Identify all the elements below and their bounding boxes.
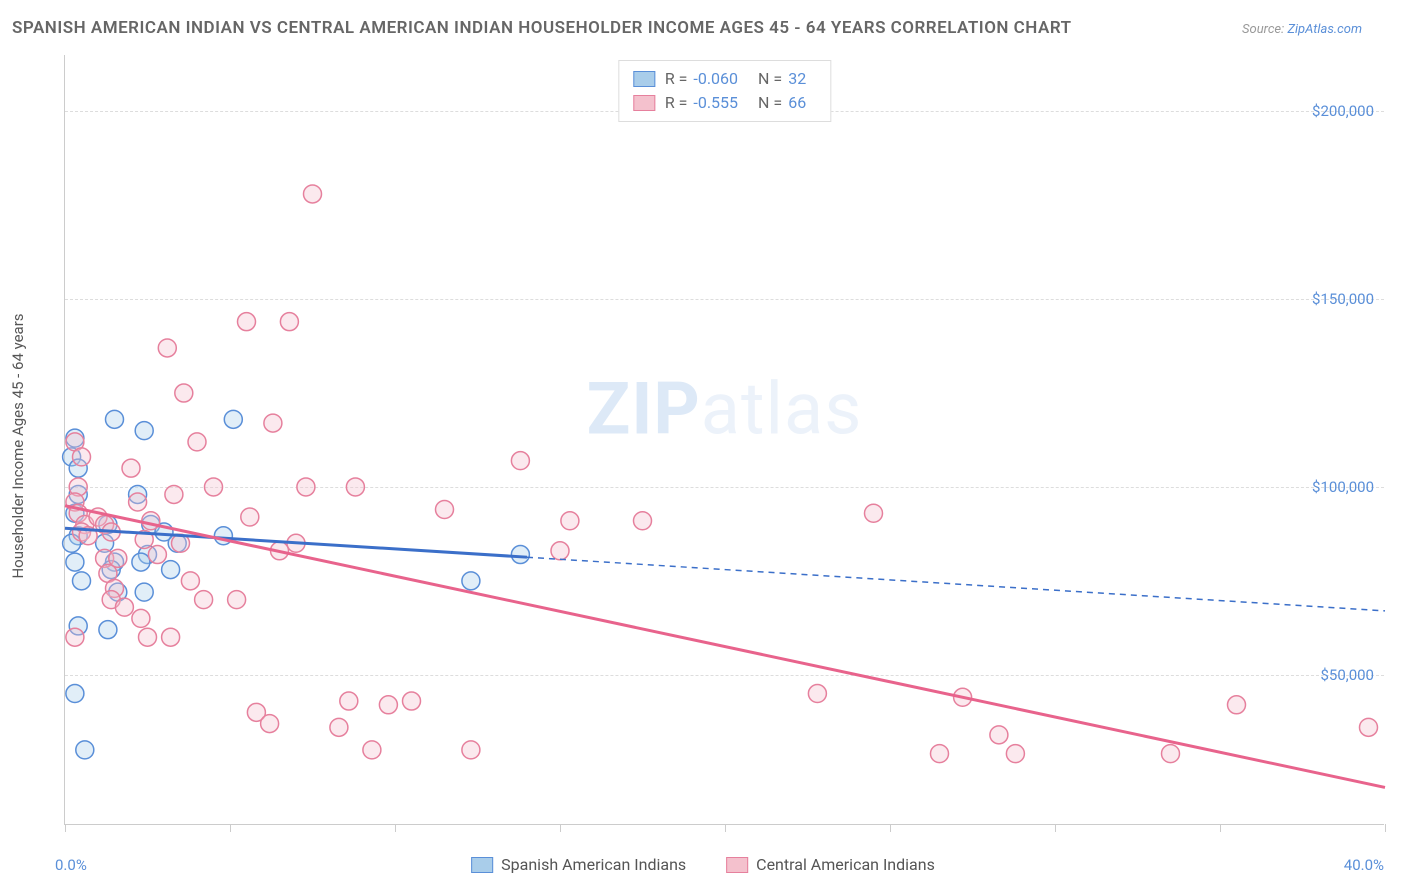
- data-point: [280, 313, 298, 331]
- data-point: [330, 718, 348, 736]
- correlation-chart: SPANISH AMERICAN INDIAN VS CENTRAL AMERI…: [0, 0, 1406, 892]
- data-point: [66, 553, 84, 571]
- data-point: [241, 508, 259, 526]
- data-point: [931, 745, 949, 763]
- series-legend: Spanish American Indians Central America…: [471, 855, 935, 874]
- data-point: [436, 500, 454, 518]
- swatch-series-2: [633, 95, 655, 111]
- data-point: [462, 741, 480, 759]
- data-point: [132, 609, 150, 627]
- data-point: [99, 621, 117, 639]
- data-point: [551, 542, 569, 560]
- data-point: [175, 384, 193, 402]
- n-label: N =: [758, 67, 782, 91]
- data-point: [304, 185, 322, 203]
- legend-item-1: Spanish American Indians: [471, 855, 686, 874]
- scatter-points: [63, 185, 1378, 763]
- stats-legend: R = -0.060 N = 32 R = -0.555 N = 66: [618, 60, 831, 122]
- data-point: [297, 478, 315, 496]
- source-prefix: Source:: [1242, 22, 1287, 37]
- data-point: [363, 741, 381, 759]
- data-point: [158, 339, 176, 357]
- r-value-2: -0.555: [693, 91, 738, 115]
- data-point: [634, 512, 652, 530]
- data-point: [106, 410, 124, 428]
- data-point: [340, 692, 358, 710]
- stats-row-2: R = -0.555 N = 66: [633, 91, 816, 115]
- data-point: [132, 553, 150, 571]
- data-point: [264, 414, 282, 432]
- data-point: [561, 512, 579, 530]
- data-point: [238, 313, 256, 331]
- data-point: [195, 591, 213, 609]
- legend-swatch-2: [726, 857, 748, 873]
- legend-label-1: Spanish American Indians: [501, 855, 686, 874]
- stats-row-1: R = -0.060 N = 32: [633, 67, 816, 91]
- trend-lines: [65, 506, 1385, 788]
- data-point: [188, 433, 206, 451]
- data-point: [511, 546, 529, 564]
- data-point: [228, 591, 246, 609]
- legend-item-2: Central American Indians: [726, 855, 935, 874]
- data-point: [808, 685, 826, 703]
- data-point: [224, 410, 242, 428]
- data-point: [346, 478, 364, 496]
- data-point: [990, 726, 1008, 744]
- scatter-svg: [65, 55, 1384, 824]
- data-point: [181, 572, 199, 590]
- r-label: R =: [665, 67, 688, 91]
- swatch-series-1: [633, 71, 655, 87]
- data-point: [1360, 718, 1378, 736]
- source-link[interactable]: ZipAtlas.com: [1287, 22, 1362, 37]
- data-point: [142, 512, 160, 530]
- y-tick-label: $150,000: [1312, 290, 1374, 308]
- data-point: [66, 628, 84, 646]
- legend-label-2: Central American Indians: [756, 855, 935, 874]
- y-tick-label: $100,000: [1312, 478, 1374, 496]
- y-tick-label: $50,000: [1320, 666, 1374, 684]
- data-point: [165, 485, 183, 503]
- legend-swatch-1: [471, 857, 493, 873]
- data-point: [511, 452, 529, 470]
- data-point: [205, 478, 223, 496]
- chart-title: SPANISH AMERICAN INDIAN VS CENTRAL AMERI…: [12, 18, 1072, 38]
- n-label: N =: [758, 91, 782, 115]
- r-label: R =: [665, 91, 688, 115]
- data-point: [403, 692, 421, 710]
- data-point: [162, 561, 180, 579]
- data-point: [462, 572, 480, 590]
- x-axis-max-label: 40.0%: [1344, 856, 1384, 874]
- data-point: [1162, 745, 1180, 763]
- n-value-1: 32: [788, 67, 806, 91]
- n-value-2: 66: [788, 91, 806, 115]
- data-point: [73, 448, 91, 466]
- trend-line: [65, 506, 1385, 788]
- y-tick-label: $200,000: [1312, 102, 1374, 120]
- data-point: [73, 572, 91, 590]
- trend-line-extrapolated: [527, 557, 1385, 611]
- data-point: [115, 598, 133, 616]
- y-axis-title: Householder Income Ages 45 - 64 years: [9, 313, 27, 578]
- data-point: [261, 715, 279, 733]
- data-point: [1006, 745, 1024, 763]
- data-point: [122, 459, 140, 477]
- x-axis-min-label: 0.0%: [55, 856, 87, 874]
- data-point: [135, 422, 153, 440]
- data-point: [129, 493, 147, 511]
- data-point: [379, 696, 397, 714]
- data-point: [66, 685, 84, 703]
- data-point: [162, 628, 180, 646]
- data-point: [1228, 696, 1246, 714]
- source-attribution: Source: ZipAtlas.com: [1242, 22, 1362, 37]
- plot-area: ZIPatlas R = -0.060 N = 32 R = -0.555 N …: [64, 55, 1384, 825]
- data-point: [135, 583, 153, 601]
- data-point: [139, 628, 157, 646]
- data-point: [76, 741, 94, 759]
- data-point: [148, 546, 166, 564]
- data-point: [865, 504, 883, 522]
- r-value-1: -0.060: [693, 67, 738, 91]
